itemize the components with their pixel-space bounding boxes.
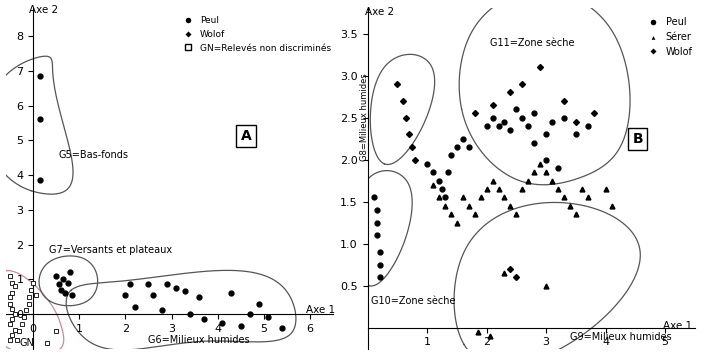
Text: G5=Bas-fonds: G5=Bas-fonds xyxy=(59,150,129,160)
Text: Axe 2: Axe 2 xyxy=(365,7,394,17)
Text: G10=Zone sèche: G10=Zone sèche xyxy=(370,296,455,306)
Text: Axe 2: Axe 2 xyxy=(28,5,58,15)
Text: GN: GN xyxy=(19,338,34,348)
Text: Axe 1: Axe 1 xyxy=(306,305,335,315)
Text: A: A xyxy=(240,129,252,143)
Text: G9=Milieux humides: G9=Milieux humides xyxy=(570,332,672,342)
Text: G7=Versants et plateaux: G7=Versants et plateaux xyxy=(49,245,173,255)
Text: G6=Milieux humides: G6=Milieux humides xyxy=(148,336,250,346)
Text: G8=Milieux humides: G8=Milieux humides xyxy=(360,74,369,161)
Legend: Peul, Sérer, Wolof: Peul, Sérer, Wolof xyxy=(645,13,696,61)
Legend: Peul, Wolof, GN=Relevés non discriminés: Peul, Wolof, GN=Relevés non discriminés xyxy=(180,13,335,56)
Text: B: B xyxy=(633,132,643,146)
Text: G11=Zone sèche: G11=Zone sèche xyxy=(490,38,574,48)
Text: Axe 1: Axe 1 xyxy=(663,321,692,331)
